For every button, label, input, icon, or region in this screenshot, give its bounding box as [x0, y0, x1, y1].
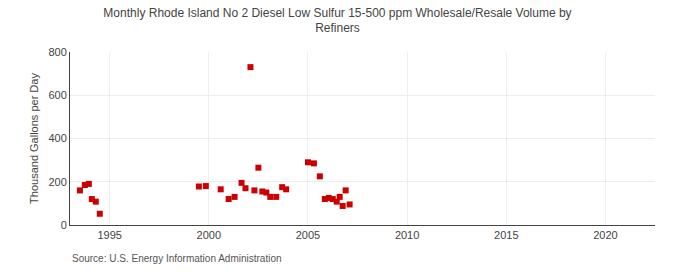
- svg-text:800: 800: [48, 46, 66, 58]
- svg-text:600: 600: [48, 89, 66, 101]
- svg-text:1995: 1995: [97, 229, 121, 241]
- svg-text:2010: 2010: [395, 229, 419, 241]
- svg-text:2005: 2005: [296, 229, 320, 241]
- svg-text:2000: 2000: [197, 229, 221, 241]
- svg-text:0: 0: [61, 219, 67, 231]
- svg-text:2020: 2020: [593, 229, 617, 241]
- svg-text:Source: U.S. Energy Informatio: Source: U.S. Energy Information Administ…: [72, 253, 282, 264]
- svg-text:Thousand Gallons per Day: Thousand Gallons per Day: [28, 73, 40, 204]
- svg-text:200: 200: [48, 176, 66, 188]
- svg-text:2015: 2015: [494, 229, 518, 241]
- svg-text:Monthly Rhode Island No 2 Dies: Monthly Rhode Island No 2 Diesel Low Sul…: [103, 6, 571, 36]
- svg-text:400: 400: [48, 132, 66, 144]
